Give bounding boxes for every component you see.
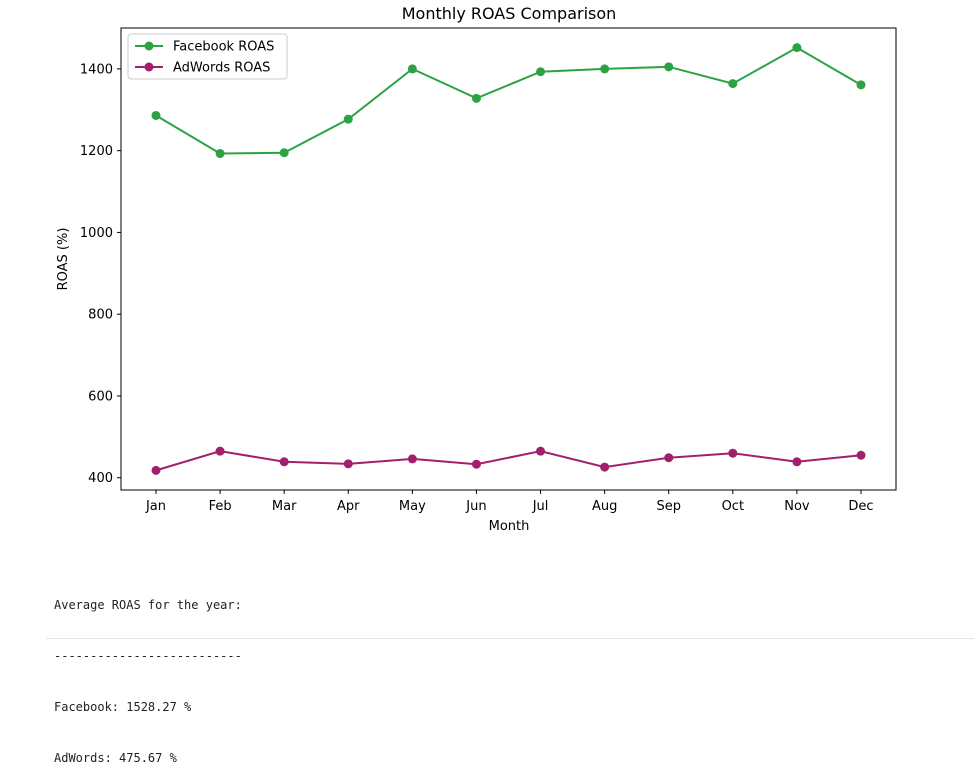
legend-box (127, 33, 288, 80)
x-tick-label: Jul (532, 499, 549, 514)
x-tick-label: Feb (209, 499, 232, 514)
y-tick-label: 1000 (80, 226, 113, 241)
roas-line-chart: Monthly ROAS Comparison Jan Feb Mar Apr May J… (56, 4, 897, 534)
facebook-roas-point (728, 79, 738, 89)
facebook-roas-point (151, 110, 161, 120)
y-tick-label: 400 (88, 471, 113, 486)
x-tick-label: Sep (656, 499, 681, 514)
facebook-roas-point (279, 148, 289, 158)
plot-frame (120, 27, 897, 491)
x-tick-label: Apr (337, 499, 360, 514)
x-axis-label: Month (489, 519, 530, 534)
output-heading: Average ROAS for the year: (54, 598, 242, 612)
y-tick-label: 800 (88, 308, 113, 323)
facebook-roas-point (471, 93, 481, 103)
adwords-roas-point (215, 446, 225, 456)
x-tick-label: Dec (848, 499, 873, 514)
x-tick-label: Nov (784, 499, 810, 514)
legend: Facebook ROAS AdWords ROAS (127, 33, 288, 80)
adwords-roas-point (343, 459, 353, 469)
facebook-roas-point (664, 62, 674, 72)
chart-title: Monthly ROAS Comparison (402, 4, 617, 23)
console-output: Average ROAS for the year: -------------… (54, 563, 242, 784)
output-adwords-average: AdWords: 475.67 % (54, 751, 177, 765)
x-tick-label: Aug (592, 499, 617, 514)
adwords-roas-point (664, 453, 674, 463)
adwords-roas-legend-marker (144, 62, 154, 72)
output-rule: -------------------------- (54, 649, 242, 663)
facebook-roas-legend-label: Facebook ROAS (173, 40, 274, 55)
x-tick-label: Mar (272, 499, 297, 514)
adwords-roas-point (856, 450, 866, 460)
facebook-roas-point (792, 43, 802, 53)
adwords-roas-line (155, 450, 862, 472)
x-tick-label: Jun (465, 499, 486, 514)
facebook-roas-point (343, 114, 353, 124)
facebook-roas-point (407, 64, 417, 74)
adwords-roas-point (471, 459, 481, 469)
y-axis-label: ROAS (%) (56, 228, 71, 291)
x-tick-label: May (399, 499, 426, 514)
x-tick-label: Jan (145, 499, 166, 514)
adwords-roas-point (279, 457, 289, 467)
y-tick-label: 1400 (80, 62, 113, 77)
y-tick-label: 1200 (80, 144, 113, 159)
x-tick-label: Oct (722, 499, 744, 514)
facebook-roas-point (215, 149, 225, 159)
cell-divider (46, 638, 974, 639)
adwords-roas-point (536, 446, 546, 456)
adwords-roas-point (792, 457, 802, 467)
adwords-roas-point (407, 454, 417, 464)
facebook-roas-line (155, 46, 862, 155)
facebook-roas-point (600, 64, 610, 74)
facebook-roas-legend-marker (144, 41, 154, 51)
output-facebook-average: Facebook: 1528.27 % (54, 700, 192, 714)
y-tick-label: 600 (88, 389, 113, 404)
adwords-roas-legend-label: AdWords ROAS (173, 61, 270, 76)
adwords-roas-point (600, 462, 610, 472)
facebook-roas-point (856, 80, 866, 90)
adwords-roas-point (728, 448, 738, 458)
adwords-roas-point (151, 465, 161, 475)
facebook-roas-point (536, 67, 546, 77)
